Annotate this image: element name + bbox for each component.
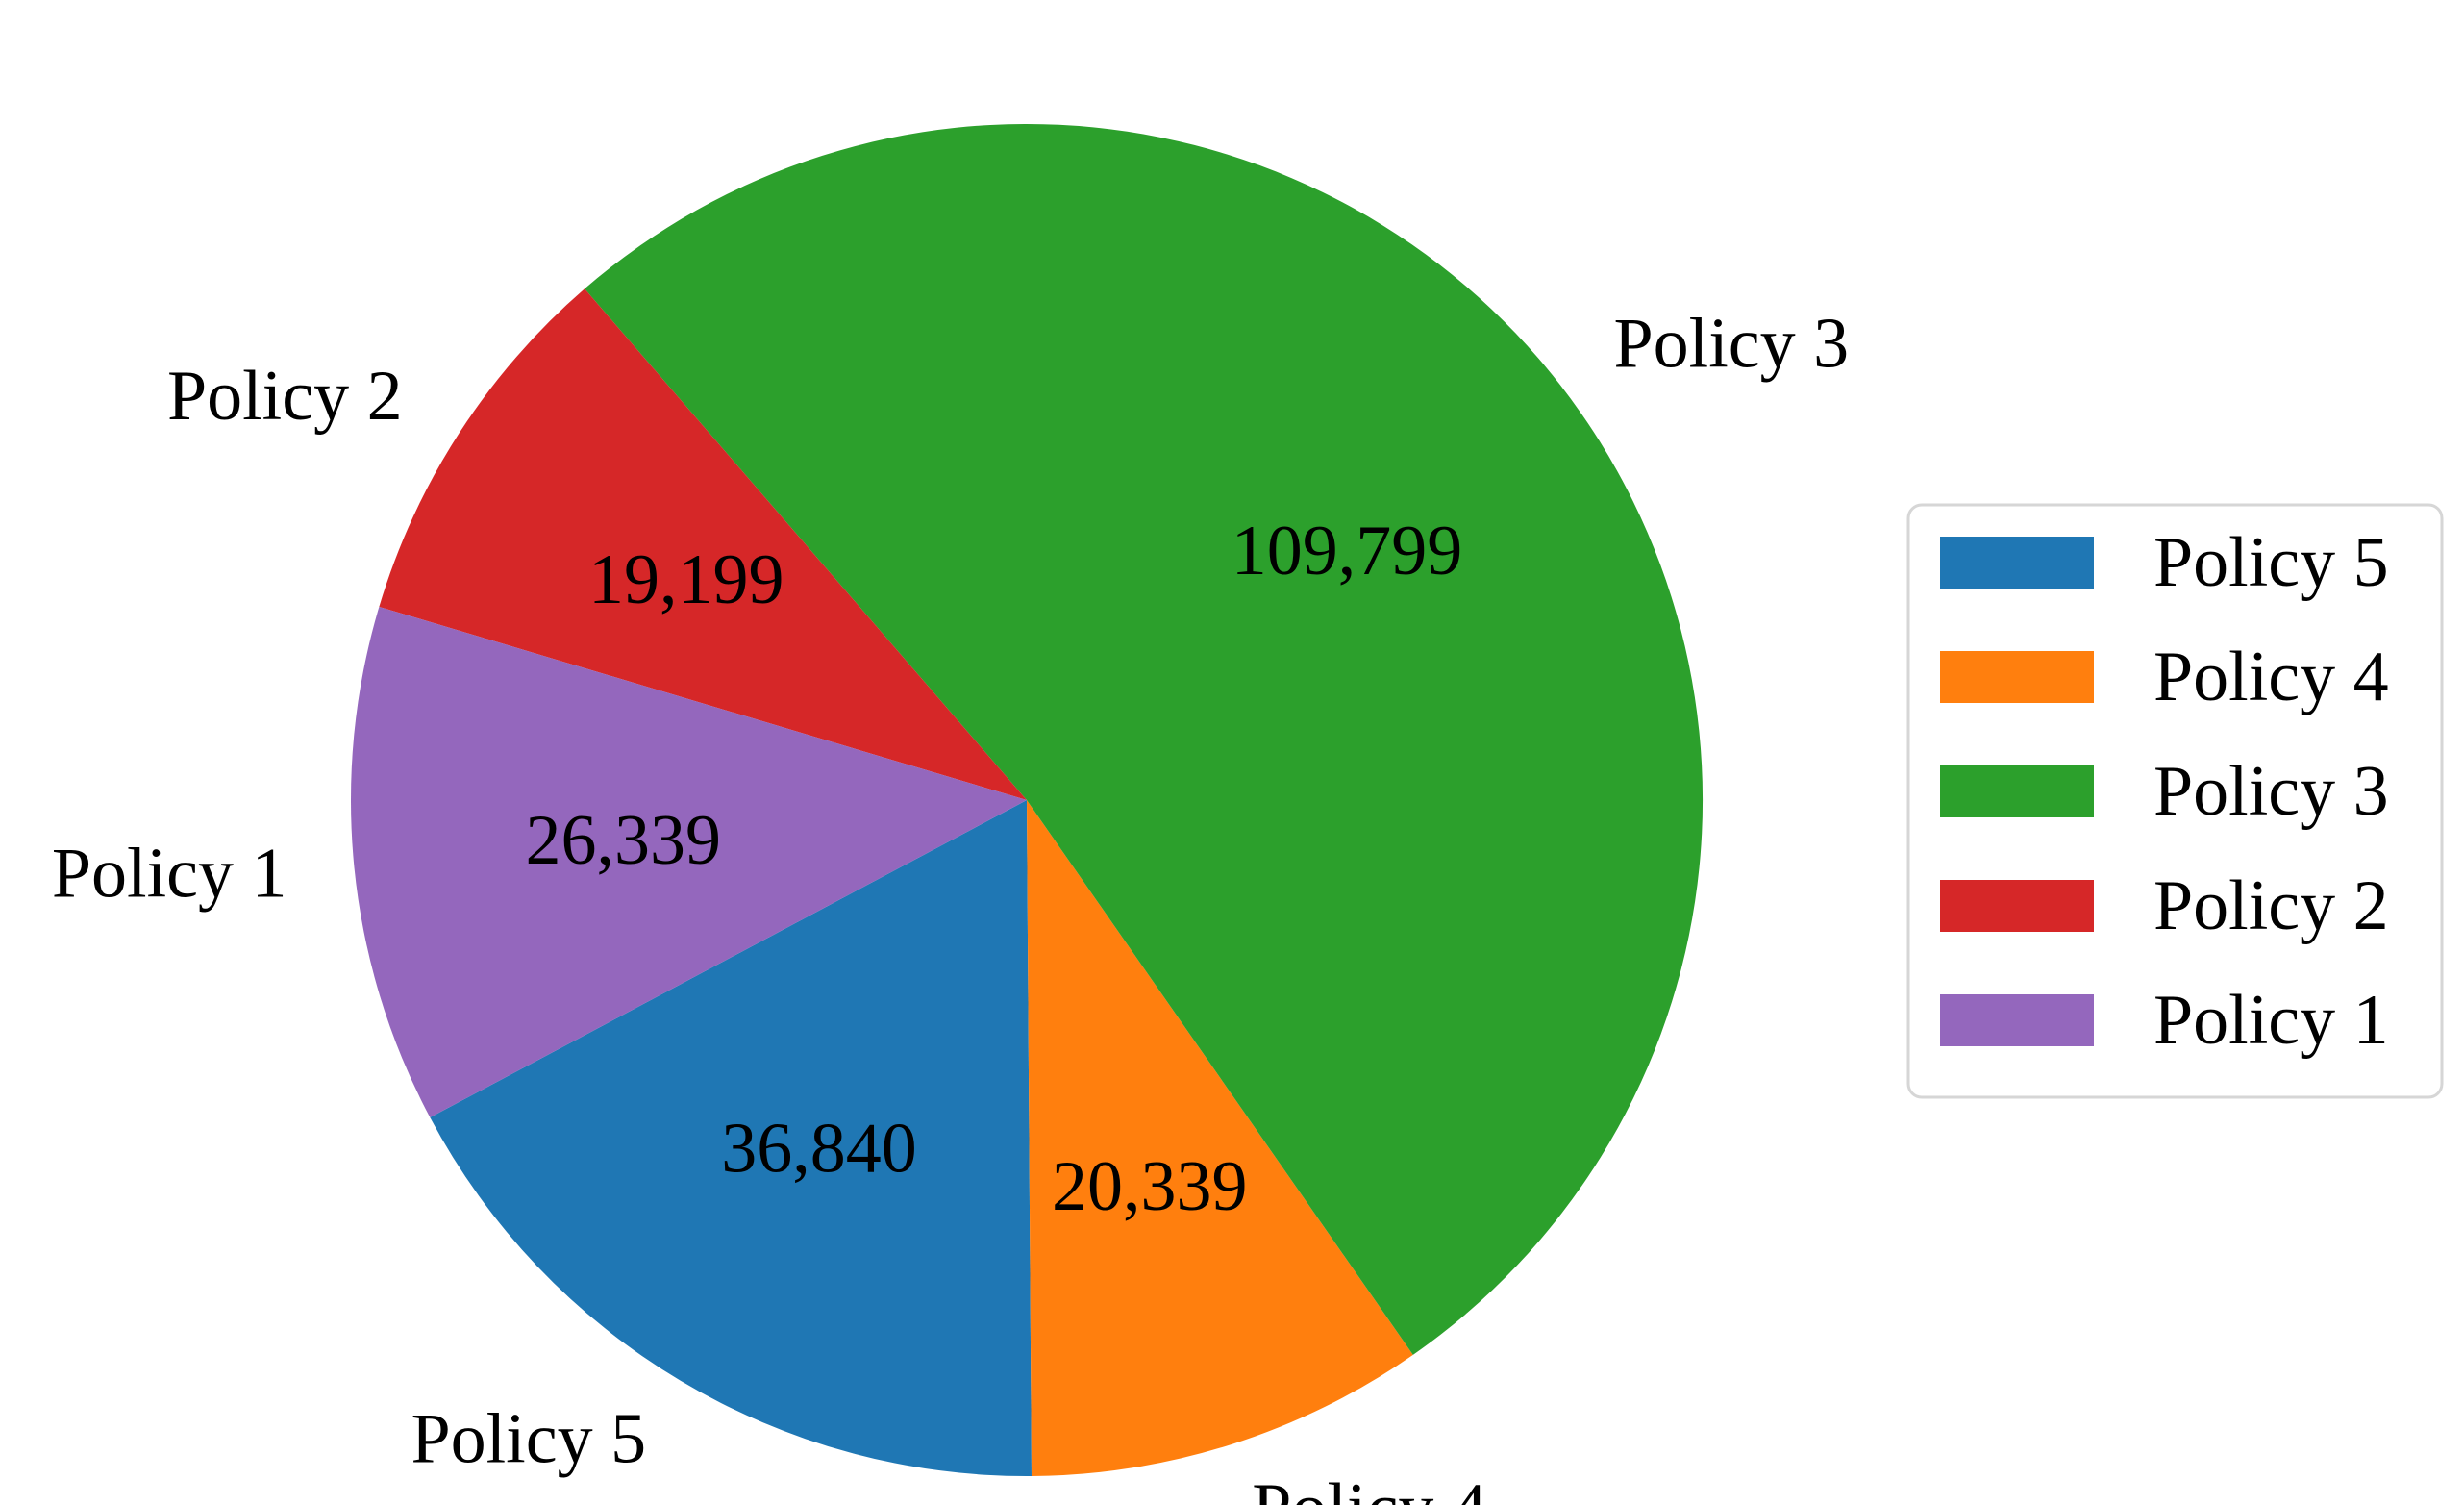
pie-slice-policy-3 <box>585 123 1704 1355</box>
pie-slices <box>350 123 1704 1476</box>
category-label-policy-3: Policy 3 <box>1614 304 1850 383</box>
category-label-policy-5: Policy 5 <box>411 1399 646 1478</box>
value-label-policy-5: 36,840 <box>721 1109 917 1188</box>
legend-label-policy-5: Policy 5 <box>2153 523 2389 602</box>
legend-label-policy-4: Policy 4 <box>2153 638 2389 716</box>
legend-swatch-policy-1 <box>1940 994 2094 1046</box>
legend-swatch-policy-4 <box>1940 651 2094 703</box>
legend-swatch-policy-2 <box>1940 880 2094 932</box>
value-label-policy-3: 109,799 <box>1232 512 1463 590</box>
pie-category-labels: Policy 5 Policy 4 Policy 3 Policy 2 Policy 1 <box>52 304 1849 1505</box>
value-label-policy-1: 26,339 <box>526 801 722 880</box>
value-label-policy-4: 20,339 <box>1052 1147 1248 1226</box>
pie-slice-policy-2 <box>379 288 1027 800</box>
legend-swatch-policy-3 <box>1940 765 2094 817</box>
legend-label-policy-3: Policy 3 <box>2153 752 2389 831</box>
pie-slice-policy-4 <box>1027 800 1413 1476</box>
category-label-policy-4: Policy 4 <box>1252 1469 1487 1505</box>
pie-slice-policy-5 <box>430 800 1032 1476</box>
category-label-policy-2: Policy 2 <box>167 357 403 436</box>
legend-label-policy-2: Policy 2 <box>2153 866 2389 945</box>
legend: Policy 5 Policy 4 Policy 3 Policy 2 Policy 1 <box>1906 503 2444 1099</box>
value-label-policy-2: 19,199 <box>588 540 784 619</box>
category-label-policy-1: Policy 1 <box>52 835 287 914</box>
legend-swatch-policy-5 <box>1940 537 2094 589</box>
pie-value-labels: 36,840 20,339 109,799 19,199 26,339 <box>526 512 1463 1226</box>
legend-label-policy-1: Policy 1 <box>2153 981 2389 1060</box>
pie-slice-policy-1 <box>350 606 1027 1118</box>
